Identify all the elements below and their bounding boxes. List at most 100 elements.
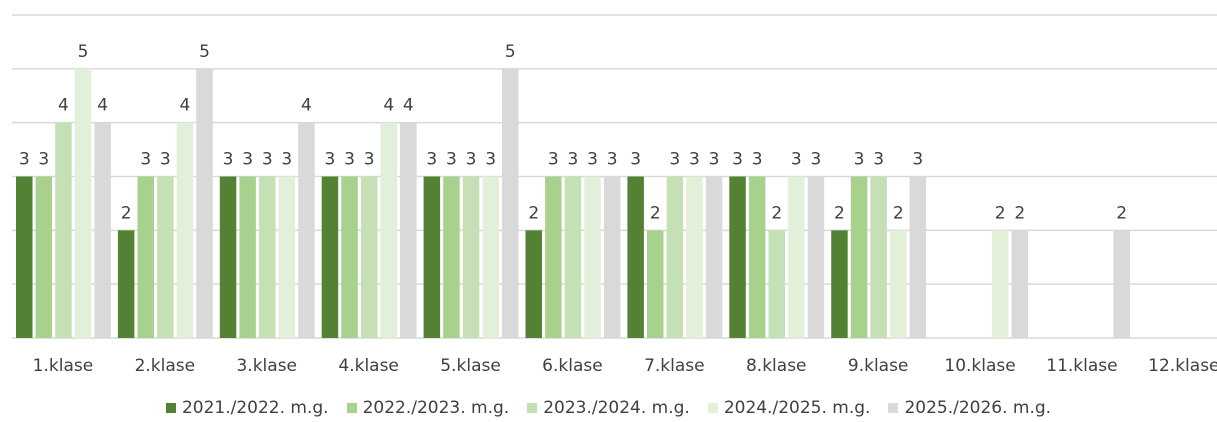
- bar: [564, 176, 582, 338]
- data-label: 3: [426, 150, 437, 170]
- bar: [196, 68, 213, 338]
- legend-swatch: [527, 403, 538, 413]
- bar: [705, 176, 723, 338]
- bar: [360, 176, 378, 338]
- bar: [239, 176, 256, 338]
- legend-label: 2024./2025. m.g.: [723, 398, 871, 418]
- data-label: 3: [281, 150, 292, 170]
- bar: [991, 230, 1009, 338]
- data-label: 3: [548, 150, 559, 170]
- data-label: 2: [771, 203, 782, 223]
- data-label: 4: [403, 96, 414, 116]
- data-label: 4: [301, 96, 312, 116]
- bar: [729, 176, 746, 338]
- bar: [545, 176, 562, 338]
- bar: [462, 176, 480, 338]
- data-label: 2: [121, 203, 132, 223]
- data-label: 3: [140, 150, 151, 170]
- data-label: 2: [528, 203, 539, 223]
- legend: 2021./2022. m.g. 2022./2023. m.g. 2023./20…: [0, 398, 1217, 418]
- data-label: 3: [160, 150, 171, 170]
- data-label: 3: [854, 150, 865, 170]
- legend-item: 2024./2025. m.g.: [707, 398, 871, 418]
- bar: [1113, 230, 1130, 338]
- bar: [321, 176, 339, 338]
- bar: [400, 122, 417, 339]
- bar: [870, 176, 887, 338]
- x-tick-label: 7.klase: [644, 356, 705, 376]
- x-tick-label: 4.klase: [338, 356, 399, 376]
- data-label: 5: [78, 42, 89, 62]
- bar: [807, 176, 825, 338]
- legend-item: 2021./2022. m.g.: [165, 398, 329, 418]
- legend-swatch: [346, 403, 357, 413]
- data-label: 3: [325, 150, 336, 170]
- bar: [748, 176, 766, 338]
- data-label: 3: [242, 150, 253, 170]
- data-label: 4: [180, 96, 191, 116]
- data-label: 3: [587, 150, 598, 170]
- legend-swatch: [165, 403, 176, 413]
- data-label: 2: [1116, 203, 1127, 223]
- data-label: 2: [995, 203, 1006, 223]
- legend-label: 2023./2024. m.g.: [543, 398, 690, 418]
- data-label: 3: [752, 150, 763, 170]
- data-label: 3: [689, 150, 700, 170]
- bar: [94, 122, 111, 339]
- bar: [502, 68, 519, 338]
- bar: [35, 176, 53, 338]
- data-label: 5: [199, 42, 210, 62]
- bar: [16, 176, 33, 338]
- bar: [157, 176, 174, 338]
- data-label: 3: [791, 150, 802, 170]
- bars: [16, 68, 1130, 339]
- legend-swatch: [888, 403, 899, 413]
- data-label: 3: [732, 150, 743, 170]
- bar: [74, 68, 92, 338]
- data-label: 2: [893, 203, 904, 223]
- bar: [341, 176, 358, 338]
- data-label: 4: [383, 96, 394, 116]
- bar: [850, 176, 868, 338]
- x-tick-label: 11.klase: [1046, 356, 1117, 376]
- bar: [831, 230, 848, 338]
- data-label: 4: [58, 96, 69, 116]
- bar: [380, 122, 397, 339]
- bar: [176, 122, 194, 339]
- bar: [890, 230, 907, 338]
- legend-swatch: [707, 403, 718, 413]
- bar: [1011, 230, 1028, 338]
- bar: [768, 230, 785, 338]
- bar: [788, 176, 805, 338]
- bar: [137, 176, 154, 338]
- bar: [298, 122, 315, 339]
- data-label: 3: [607, 150, 618, 170]
- data-label: 2: [834, 203, 845, 223]
- bar: [909, 176, 927, 338]
- x-tick-label: 6.klase: [542, 356, 603, 376]
- data-label: 5: [505, 42, 516, 62]
- bar: [278, 176, 296, 338]
- x-axis-tick-labels: 1.klase 2.klase 3.klase 4.klase 5.klase 6.kla…: [33, 356, 1217, 376]
- bar: [117, 230, 135, 338]
- legend-label: 2025./2026. m.g.: [904, 398, 1052, 418]
- data-label: 3: [466, 150, 477, 170]
- bar: [666, 176, 684, 338]
- bar: [584, 176, 601, 338]
- data-label: 3: [19, 150, 30, 170]
- data-label: 3: [912, 150, 923, 170]
- legend-label: 2022./2023. m.g.: [362, 398, 510, 418]
- x-tick-label: 8.klase: [746, 356, 807, 376]
- legend-item: 2023./2024. m.g.: [527, 398, 690, 418]
- data-label: 3: [38, 150, 49, 170]
- bar: [525, 230, 542, 338]
- data-label: 4: [97, 96, 108, 116]
- bar: [686, 176, 703, 338]
- data-label: 3: [344, 150, 355, 170]
- data-label: 2: [650, 203, 661, 223]
- bar: [627, 176, 644, 338]
- x-tick-label: 1.klase: [33, 356, 94, 376]
